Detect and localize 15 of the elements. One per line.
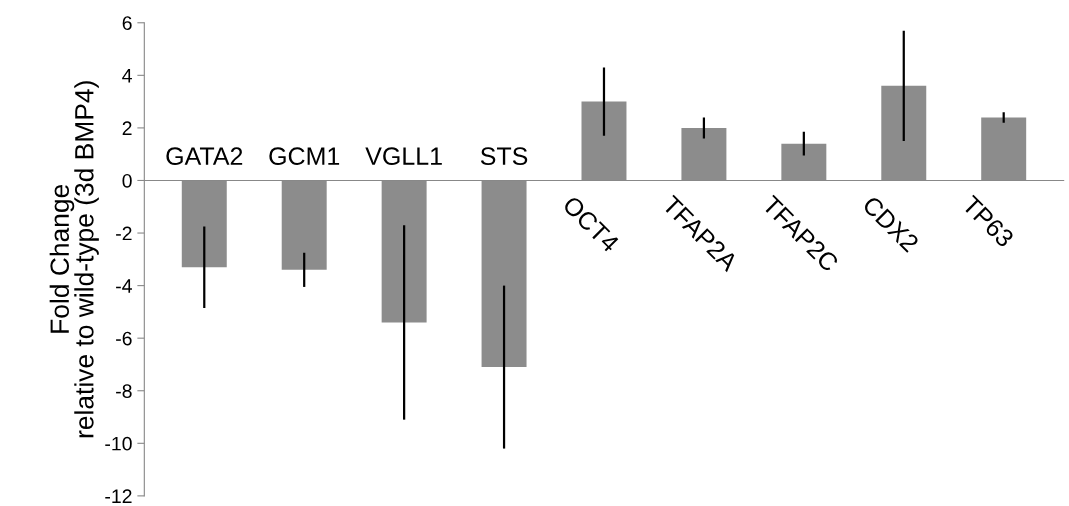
y-tick-label: 6 — [122, 16, 132, 31]
y-tick-label: 4 — [122, 69, 132, 83]
y-tick-label: -4 — [116, 279, 132, 293]
x-tick-label: VGLL1 — [365, 147, 442, 166]
y-tick-label: -6 — [116, 331, 132, 346]
x-tick-label: GATA2 — [166, 147, 243, 166]
y-tick-label: -2 — [116, 226, 132, 241]
y-tick-label: -8 — [116, 384, 132, 398]
y-tick-label: -12 — [105, 489, 132, 503]
y-tick-label: 2 — [122, 121, 132, 135]
y-tick-label: 0 — [122, 173, 132, 188]
x-tick-label: STS — [480, 147, 528, 166]
y-tick-label: -10 — [105, 436, 132, 451]
x-tick-label: GCM1 — [269, 147, 340, 166]
y-axis-title: Fold Change relative to wild-type (3d BMP4) — [49, 81, 99, 438]
